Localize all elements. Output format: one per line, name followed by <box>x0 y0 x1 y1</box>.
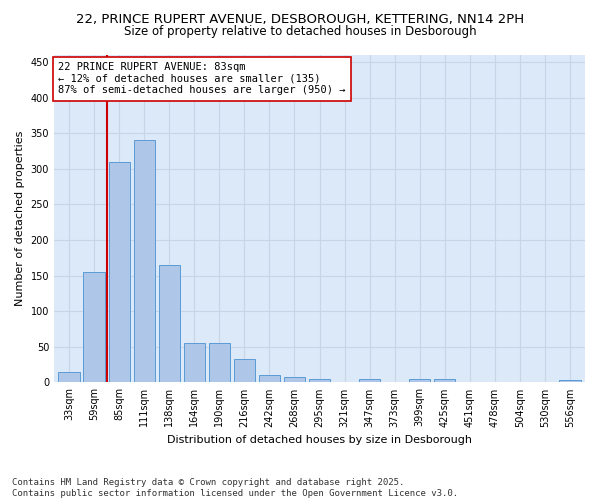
Bar <box>409 379 430 382</box>
X-axis label: Distribution of detached houses by size in Desborough: Distribution of detached houses by size … <box>167 435 472 445</box>
Bar <box>259 376 280 382</box>
Bar <box>109 162 130 382</box>
Bar <box>359 379 380 382</box>
Bar <box>559 380 581 382</box>
Text: 22, PRINCE RUPERT AVENUE, DESBOROUGH, KETTERING, NN14 2PH: 22, PRINCE RUPERT AVENUE, DESBOROUGH, KE… <box>76 12 524 26</box>
Bar <box>309 379 330 382</box>
Bar <box>58 372 80 382</box>
Bar <box>209 344 230 382</box>
Bar <box>158 265 180 382</box>
Bar <box>184 344 205 382</box>
Y-axis label: Number of detached properties: Number of detached properties <box>15 131 25 306</box>
Text: 22 PRINCE RUPERT AVENUE: 83sqm
← 12% of detached houses are smaller (135)
87% of: 22 PRINCE RUPERT AVENUE: 83sqm ← 12% of … <box>58 62 345 96</box>
Text: Contains HM Land Registry data © Crown copyright and database right 2025.
Contai: Contains HM Land Registry data © Crown c… <box>12 478 458 498</box>
Bar <box>234 359 255 382</box>
Bar <box>83 272 105 382</box>
Bar <box>284 376 305 382</box>
Bar <box>434 379 455 382</box>
Text: Size of property relative to detached houses in Desborough: Size of property relative to detached ho… <box>124 25 476 38</box>
Bar <box>134 140 155 382</box>
